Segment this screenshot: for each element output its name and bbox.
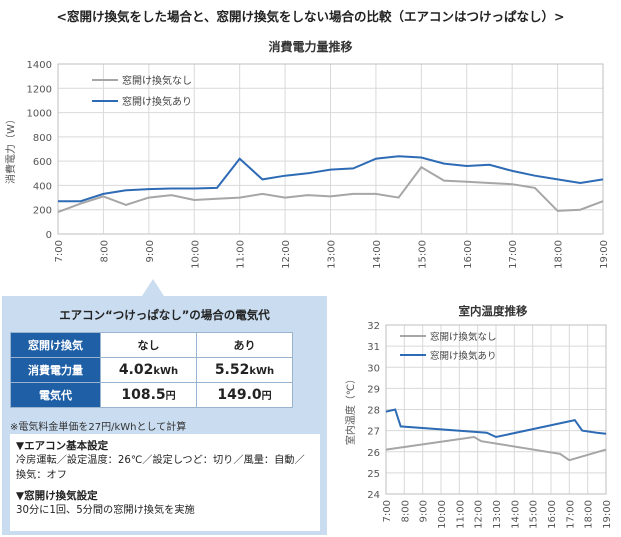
y-tick-label: 31 <box>367 342 380 353</box>
y-tick-label: 26 <box>367 448 380 459</box>
unit-kwh: kWh <box>153 366 179 377</box>
x-tick-label: 9:00 <box>145 240 156 262</box>
y-tick-label: 27 <box>367 427 380 438</box>
series-line-yes <box>385 408 607 439</box>
series-line-none <box>57 165 604 214</box>
y-tick-label: 25 <box>367 469 380 480</box>
x-tick-label: 8:00 <box>99 240 110 262</box>
unit-kwh: kWh <box>249 366 275 377</box>
temp-chart: 24 25 26 27 28 29 30 31 32 7:00 8:00 9:00 10:00 11:00… <box>344 321 613 529</box>
legend-label: 窓開け換気なし <box>122 74 192 87</box>
row-header-ventilation: 窓開け換気 <box>10 332 101 358</box>
consumption-yes-value: 5.52 <box>214 362 250 378</box>
table-row: 電気代 108.5円 149.0円 <box>10 382 293 408</box>
col-header-yes: あり <box>196 332 293 358</box>
cost-none-value: 108.5 <box>121 387 166 403</box>
power-chart: 0 200 400 600 800 1000 1200 1400 7:00 8:00 9:00 10:… <box>4 60 610 269</box>
x-tick-label: 13:00 <box>492 500 503 529</box>
legend-label: 窓開け換気あり <box>122 95 192 108</box>
y-tick-label: 1000 <box>27 109 52 120</box>
x-tick-label: 7:00 <box>382 500 393 522</box>
x-tick-label: 17:00 <box>565 500 576 529</box>
legend-label: 窓開け換気あり <box>430 350 497 362</box>
y-tick-label: 0 <box>46 230 52 241</box>
cost-panel-title: エアコン“つけっぱなし”の場合の電気代 <box>59 308 270 322</box>
y-tick-label: 24 <box>367 490 380 501</box>
unit-yen: 円 <box>261 391 272 402</box>
settings-box: ▼エアコン基本設定 冷房運転／設定温度：26℃／設定しつど：切り／風量：自動／ … <box>10 434 320 531</box>
cost-yes-cell: 149.0円 <box>196 382 293 408</box>
ac-settings-line-1: 冷房運転／設定温度：26℃／設定しつど：切り／風量：自動／ <box>16 455 305 466</box>
x-tick-label: 10:00 <box>437 500 448 529</box>
consumption-none-value: 4.02 <box>118 362 154 378</box>
temp-chart-title: 室内温度推移 <box>458 304 528 318</box>
x-tick-label: 19:00 <box>599 240 610 269</box>
x-tick-label: 9:00 <box>419 500 430 522</box>
ac-settings-heading: ▼エアコン基本設定 <box>16 440 109 452</box>
y-axis-label: 室内温度（℃） <box>344 374 357 445</box>
x-tick-label: 11:00 <box>236 240 247 269</box>
x-tick-label: 8:00 <box>400 500 411 522</box>
y-tick-label: 1400 <box>27 60 52 71</box>
y-axis-label: 消費電力（W） <box>4 114 17 184</box>
consumption-none-cell: 4.02kWh <box>100 357 197 383</box>
power-chart-title: 消費電力量推移 <box>268 40 353 54</box>
x-tick-label: 15:00 <box>417 240 428 269</box>
legend-label: 窓開け換気なし <box>430 331 497 343</box>
y-tick-label: 200 <box>33 206 52 217</box>
series-line-yes <box>58 155 604 203</box>
x-tick-label: 11:00 <box>455 500 466 529</box>
table-row: 窓開け換気 なし あり <box>10 332 293 358</box>
consumption-yes-cell: 5.52kWh <box>196 357 293 383</box>
x-tick-label: 17:00 <box>508 240 519 269</box>
row-header-cost: 電気代 <box>10 382 101 408</box>
price-note: ※電気料金単価を27円/kWhとして計算 <box>10 422 187 433</box>
y-tick-label: 1200 <box>27 84 52 95</box>
page-title: <窓開け換気をした場合と、窓開け換気をしない場合の比較（エアコンはつけっぱなし）… <box>56 9 565 24</box>
col-header-none: なし <box>100 332 197 358</box>
plot-area <box>385 324 607 495</box>
x-tick-label: 7:00 <box>54 240 65 262</box>
row-header-consumption: 消費電力量 <box>10 357 101 383</box>
x-tick-label: 13:00 <box>327 240 338 269</box>
y-tick-label: 800 <box>33 133 52 144</box>
y-tick-label: 400 <box>33 181 52 192</box>
x-tick-label: 14:00 <box>372 240 383 269</box>
unit-yen: 円 <box>165 391 176 402</box>
x-tick-label: 10:00 <box>190 240 201 269</box>
x-tick-label: 18:00 <box>554 240 565 269</box>
y-tick-label: 28 <box>367 406 380 417</box>
cost-yes-value: 149.0 <box>217 387 262 403</box>
cost-table: 窓開け換気 なし あり 消費電力量 4.02kWh 5.52kWh 電気代 10… <box>10 332 293 408</box>
x-tick-label: 18:00 <box>584 500 595 529</box>
vent-settings-line-1: 30分に1回、5分間の窓開け換気を実施 <box>16 505 195 516</box>
x-tick-label: 14:00 <box>510 500 521 529</box>
table-row: 消費電力量 4.02kWh 5.52kWh <box>10 357 293 383</box>
x-tick-label: 12:00 <box>281 240 292 269</box>
x-tick-label: 19:00 <box>602 500 613 529</box>
x-tick-label: 16:00 <box>547 500 558 529</box>
x-tick-label: 12:00 <box>474 500 485 529</box>
series-line-none <box>385 435 607 462</box>
y-tick-label: 30 <box>367 363 380 374</box>
y-tick-label: 600 <box>33 157 52 168</box>
y-tick-label: 32 <box>367 321 380 332</box>
ac-settings-line-2: 換気：オフ <box>16 470 67 481</box>
x-tick-label: 16:00 <box>463 240 474 269</box>
vent-settings-heading: ▼窓開け換気設定 <box>16 490 98 502</box>
y-tick-label: 29 <box>367 384 380 395</box>
x-tick-label: 15:00 <box>529 500 540 529</box>
plot-area <box>57 63 604 235</box>
cost-none-cell: 108.5円 <box>100 382 197 408</box>
callout-tail <box>142 279 164 296</box>
